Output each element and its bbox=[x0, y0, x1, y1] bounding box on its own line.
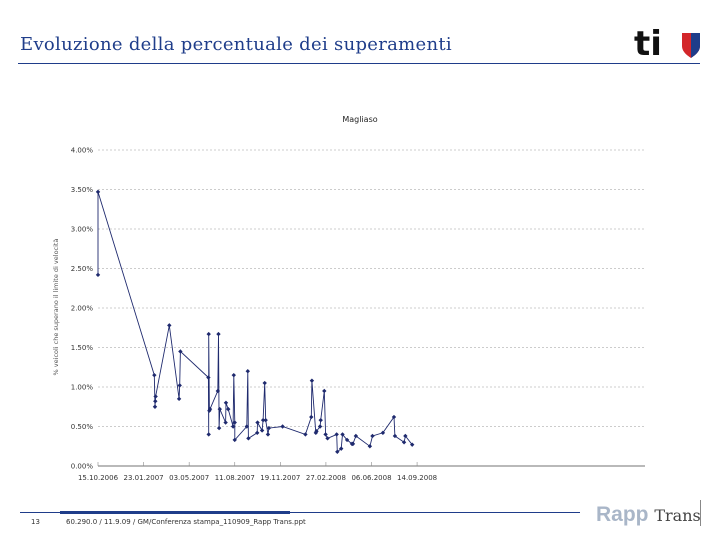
data-point-27 bbox=[245, 369, 250, 374]
footer-divider bbox=[20, 512, 580, 513]
logo-separator bbox=[700, 500, 701, 526]
x-tick-label-7: 14.09.2008 bbox=[397, 474, 437, 482]
footer-reference: 60.290.0 / 11.9.09 / GM/Conferenza stamp… bbox=[66, 518, 306, 526]
data-point-34 bbox=[263, 417, 268, 423]
data-point-22 bbox=[230, 424, 236, 429]
data-point-51 bbox=[340, 432, 345, 437]
data-point-57 bbox=[370, 433, 375, 439]
chart-title: Magliaso bbox=[342, 115, 377, 124]
tick-labels: 0.00% 0.50% 1.00% 1.50% 2.00% 2.50% 3.00% 3.50%… bbox=[71, 147, 437, 483]
data-point-46 bbox=[323, 432, 328, 437]
data-point-56 bbox=[367, 444, 373, 449]
x-tick-label-1: 23.01.2007 bbox=[124, 474, 164, 482]
data-point-12 bbox=[206, 331, 211, 337]
x-tick-label-5: 27.02.2008 bbox=[306, 474, 346, 482]
rapp-word: Rapp bbox=[596, 503, 649, 526]
data-point-8 bbox=[177, 383, 182, 388]
axes bbox=[97, 462, 645, 467]
data-point-11 bbox=[206, 432, 211, 437]
data-point-15 bbox=[215, 388, 221, 394]
data-point-43 bbox=[317, 424, 323, 429]
grid-lines bbox=[98, 149, 645, 427]
data-point-3 bbox=[152, 404, 158, 409]
data-point-50 bbox=[339, 446, 344, 451]
data-point-6 bbox=[167, 323, 172, 328]
data-point-7 bbox=[176, 396, 182, 402]
data-point-2 bbox=[152, 372, 157, 378]
y-tick-label-6: 3.00% bbox=[71, 226, 94, 234]
y-tick-label-2: 1.00% bbox=[71, 384, 94, 392]
magliaso-chart: Magliaso % veicoli che superano il limit… bbox=[52, 115, 645, 483]
title-divider bbox=[18, 63, 700, 64]
data-point-21 bbox=[226, 406, 231, 412]
data-point-36 bbox=[266, 425, 272, 431]
data-point-14 bbox=[207, 406, 213, 412]
data-point-25 bbox=[232, 437, 237, 443]
data-point-47 bbox=[325, 436, 330, 441]
data-point-0 bbox=[95, 272, 101, 278]
x-tick-label-3: 11.08.2007 bbox=[215, 474, 255, 482]
data-point-42 bbox=[314, 429, 319, 434]
y-tick-label-1: 0.50% bbox=[71, 423, 94, 431]
y-tick-label-7: 3.50% bbox=[71, 186, 94, 194]
data-point-32 bbox=[260, 417, 266, 423]
x-tick-label-4: 19.11.2007 bbox=[260, 474, 300, 482]
data-point-48 bbox=[334, 432, 339, 437]
data-point-44 bbox=[318, 417, 323, 423]
data-point-5 bbox=[153, 394, 158, 399]
data-point-60 bbox=[392, 433, 398, 439]
data-point-1 bbox=[95, 189, 101, 195]
data-point-37 bbox=[280, 424, 285, 429]
series-line-0 bbox=[97, 191, 413, 453]
x-tick-label-0: 15.10.2006 bbox=[78, 474, 119, 482]
trans-word: Trans bbox=[654, 506, 701, 525]
ticino-logo: ti bbox=[634, 24, 700, 60]
data-point-49 bbox=[335, 449, 340, 454]
data-point-62 bbox=[403, 433, 408, 439]
data-point-45 bbox=[322, 388, 327, 394]
x-tick-label-6: 06.06.2008 bbox=[351, 474, 391, 482]
data-point-52 bbox=[344, 437, 350, 443]
data-point-24 bbox=[232, 420, 237, 425]
y-tick-label-8: 4.00% bbox=[71, 147, 94, 155]
y-tick-label-0: 0.00% bbox=[71, 463, 94, 471]
data-point-40 bbox=[309, 378, 315, 383]
data-point-33 bbox=[262, 380, 267, 386]
ticino-logo-text: ti bbox=[634, 24, 662, 60]
data-point-39 bbox=[309, 414, 314, 420]
data-point-23 bbox=[231, 372, 236, 378]
data-point-20 bbox=[223, 400, 229, 405]
x-tick-label-2: 03.05.2007 bbox=[169, 474, 209, 482]
data-point-10 bbox=[206, 375, 211, 380]
slide-title: Evoluzione della percentuale dei superam… bbox=[20, 34, 452, 55]
rapp-trans-logo: Rapp Trans bbox=[596, 503, 701, 527]
data-point-35 bbox=[265, 432, 271, 437]
page-number: 13 bbox=[31, 518, 40, 526]
data-point-31 bbox=[259, 428, 265, 433]
y-tick-label-4: 2.00% bbox=[71, 305, 94, 313]
data-point-19 bbox=[223, 420, 228, 425]
data-point-58 bbox=[380, 430, 386, 436]
data-point-61 bbox=[401, 440, 407, 445]
data-point-30 bbox=[255, 420, 260, 425]
data-point-55 bbox=[353, 433, 359, 439]
data-point-4 bbox=[153, 399, 158, 404]
y-tick-label-5: 2.50% bbox=[71, 265, 94, 273]
data-point-26 bbox=[244, 424, 249, 429]
y-tick-label-3: 1.50% bbox=[71, 344, 94, 352]
data-point-16 bbox=[216, 331, 221, 337]
data-point-38 bbox=[303, 432, 308, 437]
data-point-59 bbox=[391, 414, 397, 420]
data-point-17 bbox=[216, 425, 222, 431]
y-axis-label: % veicoli che superano il limite di velo… bbox=[52, 239, 60, 376]
data-point-9 bbox=[178, 349, 183, 354]
shield-icon-right bbox=[691, 33, 700, 58]
data-point-54 bbox=[350, 441, 356, 447]
data-point-18 bbox=[217, 406, 222, 412]
data-point-63 bbox=[409, 442, 415, 447]
data-point-29 bbox=[255, 430, 260, 436]
series-magliaso bbox=[95, 189, 415, 454]
footer-accent bbox=[60, 511, 290, 514]
data-point-28 bbox=[246, 436, 251, 441]
